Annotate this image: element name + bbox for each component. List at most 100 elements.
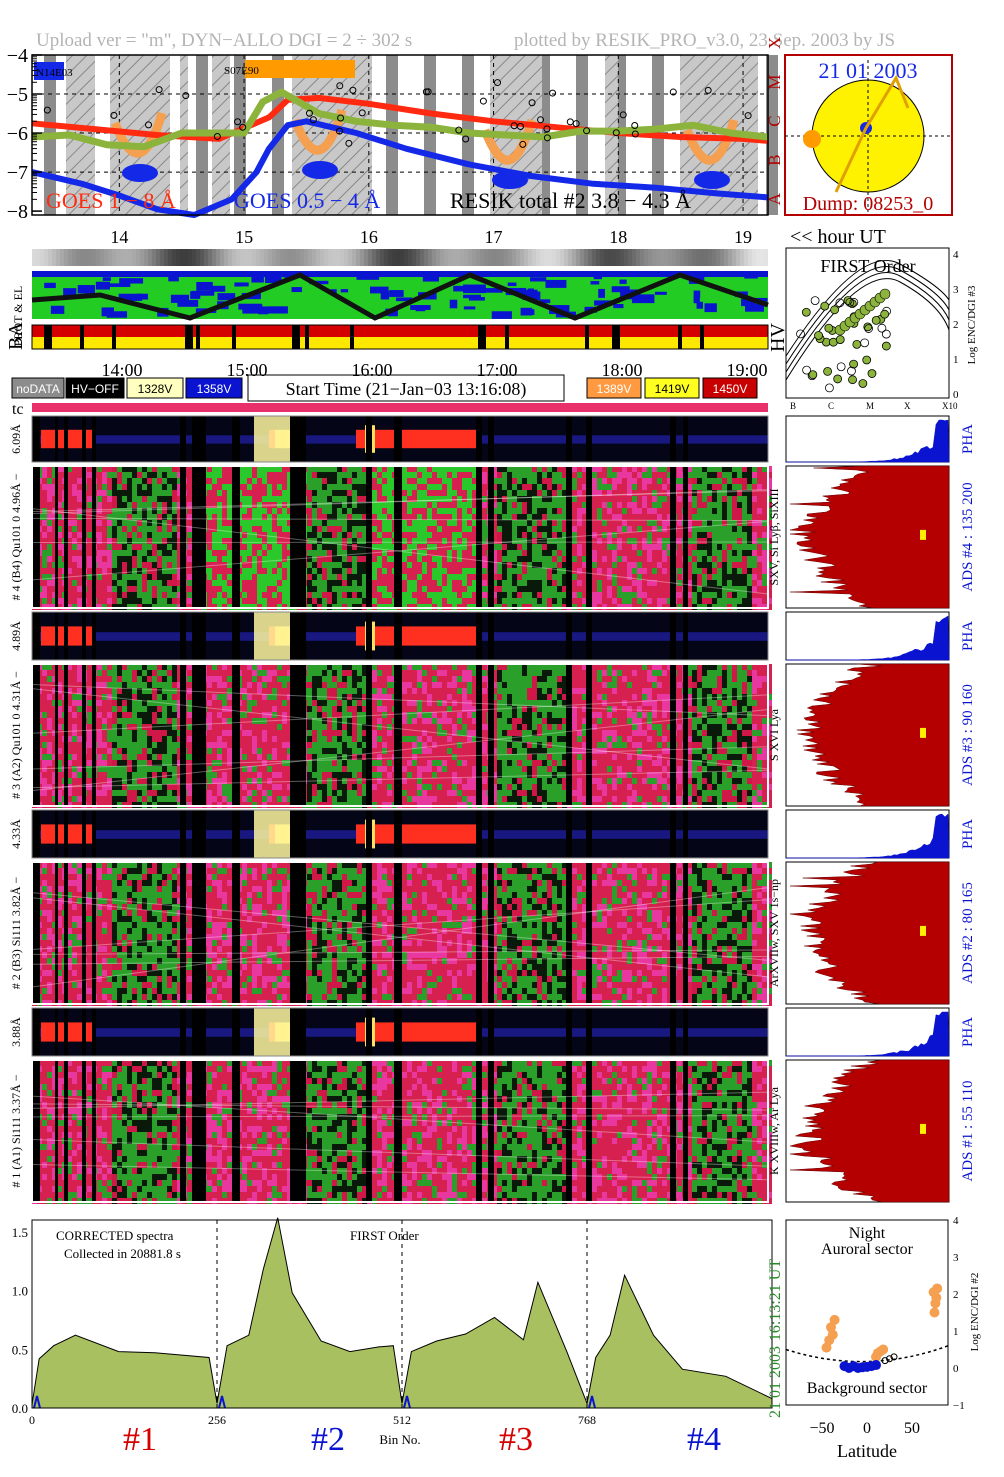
ads-histogram-fill [796, 663, 950, 807]
latitude-ylabel: Log ENC/DGI #2 [969, 1273, 981, 1352]
pha-gap [566, 810, 572, 858]
pha-gap [180, 612, 186, 660]
prot-el-blue-patch [463, 294, 481, 299]
spectrogram-gap [394, 862, 402, 1004]
goes-hour-label: 14 [110, 227, 128, 247]
pha-gap [82, 416, 86, 462]
spectrogram-gap [92, 1060, 96, 1202]
spectrogram-line-row [31, 708, 769, 792]
latitude-open-point [886, 1355, 893, 1363]
goes-hour-label: 18 [609, 227, 627, 247]
pha-side-label: PHA [960, 1017, 976, 1047]
spectrogram-gap [64, 862, 68, 1004]
auroral-point [829, 1314, 840, 1325]
spectrogram-gap [32, 664, 40, 806]
pha-gap [55, 416, 58, 462]
hv-legend-label: 1358V [197, 382, 232, 396]
resik-raw-point [239, 123, 247, 131]
goes-hour-label: 19 [734, 227, 752, 247]
pha-histogram-fill [786, 419, 950, 463]
prot-el-blue-patch [177, 299, 199, 307]
spectrogram-gap [55, 862, 58, 1004]
ads-window-marker [920, 925, 926, 936]
resik-raw-point [358, 109, 366, 117]
prot-el-blue-patch [480, 288, 503, 293]
spectrogram-channel-label: # 4 (B4) Qu101 0 4.96Å − [9, 473, 23, 600]
first-order-point [801, 307, 811, 317]
pha-gap [586, 416, 592, 462]
first-order-point [814, 331, 823, 340]
spectrum-ytick-label: 0.0 [12, 1401, 28, 1416]
spectrogram-3 [31, 663, 772, 808]
pha-gap [366, 416, 372, 462]
spectrogram-line-row [31, 892, 769, 961]
pha-gap [670, 612, 676, 660]
prot-el-blue-patch [598, 288, 605, 298]
ads-line-label: S XVI Lya [767, 708, 781, 761]
first-order-model-curve [785, 272, 950, 373]
flare-box-n14e03 [34, 62, 64, 80]
goes-orbit-stripe [576, 55, 588, 215]
spectrogram-gap [488, 466, 494, 608]
spectrum-area [31, 1217, 773, 1409]
spectrogram-frame [31, 465, 769, 609]
spectrum-label-corrected: CORRECTED spectra [56, 1228, 174, 1243]
resik-raw-point [528, 99, 536, 107]
latitude-ytick-label: 4 [953, 1215, 959, 1227]
spectrogram-gap [232, 466, 240, 608]
spectrogram-gap [92, 466, 96, 608]
hv-legend-box [644, 377, 700, 399]
hv-legend-label: 1328V [138, 382, 173, 396]
first-order-point [864, 324, 873, 333]
prot-el-blue-patch [388, 310, 398, 317]
first-order-point [845, 297, 855, 307]
spectrogram-channel-label: # 1 (A1) Si111 3.37Å − [9, 1074, 23, 1187]
resik-raw-point [744, 112, 752, 120]
first-order-point [808, 370, 818, 380]
first-order-point [836, 362, 846, 372]
latitude-ytick-label: −1 [953, 1400, 965, 1412]
resik-total-series [31, 88, 769, 151]
prot-el-blue-patch [415, 307, 426, 312]
spectrum-ytick-label: 1.5 [12, 1225, 28, 1240]
spectrogram-gap [670, 1060, 676, 1202]
prot-el-blue-patch [693, 296, 700, 304]
spectrum-frame [31, 1219, 773, 1409]
goes-ytick-label: −8 [7, 201, 28, 223]
pha-gap [476, 1008, 482, 1056]
pha-gap [476, 810, 482, 858]
pha-gap [92, 612, 96, 660]
first-order-point [824, 323, 834, 333]
prot-el-blue-patch [745, 303, 765, 312]
spectrogram-gap [192, 466, 206, 608]
prot-el-blue-patch [170, 294, 190, 303]
pha-histogram-fill [786, 1011, 950, 1057]
first-order-point [852, 339, 862, 349]
spectrum-bin-tick-label: 256 [208, 1413, 226, 1427]
prot-el-blue-patch [242, 304, 262, 314]
pha-gap [92, 416, 96, 462]
spectrogram-gap [55, 1060, 58, 1202]
spectrum-channel-number: #4 [687, 1421, 721, 1458]
prot-el-blue-patch [267, 306, 288, 314]
pha-gap [192, 1008, 206, 1056]
spectrogram-line-row [31, 899, 769, 950]
prot-el-blue-patch [521, 309, 535, 315]
start-time-box [247, 374, 565, 402]
spectrogram-gap [32, 862, 40, 1004]
first-order-model-curve [785, 259, 950, 357]
pha-gap [290, 1008, 306, 1056]
latitude-ytick-label: 3 [953, 1252, 959, 1264]
spectrogram-frame [31, 663, 769, 807]
ads-histogram-fill [789, 465, 950, 609]
goes-ytick-label: −4 [7, 45, 28, 67]
ba-gap [678, 325, 682, 349]
goes-class-label: B [765, 154, 784, 165]
prot-el-blue-patch [196, 281, 213, 291]
goes-class-label: X [765, 37, 784, 49]
flare-label-n14e03: N14E03 [36, 67, 73, 79]
prot-el-blue-patch [44, 282, 56, 289]
ba-gap [112, 325, 116, 349]
prot-el-blue-patch [654, 291, 667, 295]
header-plot-credit: plotted by RESIK_PRO_v3.0, 23 Sep. 2003 … [514, 30, 895, 51]
